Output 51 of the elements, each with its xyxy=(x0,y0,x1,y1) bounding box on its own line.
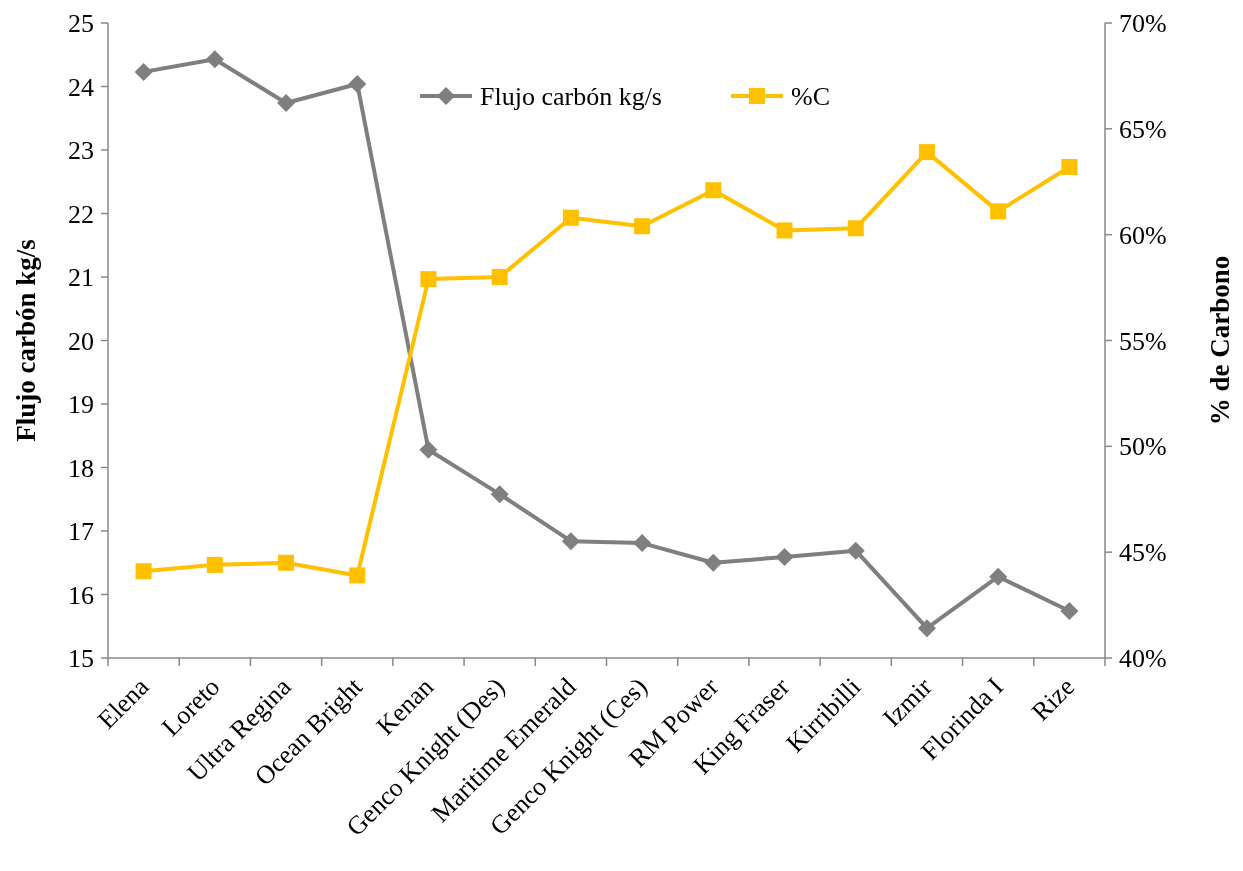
y-tick-label: 25 xyxy=(68,9,94,39)
point xyxy=(918,144,935,161)
point xyxy=(633,534,652,553)
point xyxy=(917,619,936,638)
point xyxy=(419,440,438,459)
point xyxy=(277,94,296,113)
y-tick-label: 22 xyxy=(68,199,94,229)
point xyxy=(206,556,223,573)
point xyxy=(705,182,722,199)
point xyxy=(634,218,651,235)
point xyxy=(491,269,508,285)
point xyxy=(989,567,1008,586)
x-tick-label: Rize xyxy=(1025,672,1081,727)
point xyxy=(775,548,794,567)
point xyxy=(348,74,367,93)
point xyxy=(1060,602,1079,621)
point xyxy=(349,567,366,584)
y-tick-label: 15 xyxy=(68,644,94,674)
point xyxy=(776,222,793,239)
point xyxy=(135,563,152,580)
y-tick-label: 21 xyxy=(68,263,94,293)
point xyxy=(1061,158,1078,175)
point xyxy=(847,220,864,237)
point xyxy=(846,541,865,560)
y2-tick-label: 40% xyxy=(1119,644,1167,674)
point xyxy=(990,203,1007,220)
y2-axis-title: % de Carbono xyxy=(1205,255,1235,426)
y-axis-title: Flujo carbón kg/s xyxy=(11,239,41,442)
y2-tick-label: 60% xyxy=(1119,220,1167,250)
point xyxy=(205,50,224,69)
legend-label: Flujo carbón kg/s xyxy=(480,82,662,112)
y2-tick-label: 55% xyxy=(1119,326,1167,356)
point xyxy=(134,62,153,81)
point xyxy=(561,532,580,551)
point xyxy=(562,209,579,226)
y2-tick-label: 65% xyxy=(1119,114,1167,144)
point xyxy=(704,553,723,572)
y-tick-label: 20 xyxy=(68,326,94,356)
y2-tick-label: 70% xyxy=(1119,9,1167,39)
y-tick-label: 17 xyxy=(68,517,94,547)
y-tick-label: 18 xyxy=(68,453,94,483)
point xyxy=(420,271,437,288)
legend-label: %C xyxy=(791,82,830,112)
y-tick-label: 23 xyxy=(68,136,94,166)
y2-tick-label: 50% xyxy=(1119,432,1167,462)
point xyxy=(278,554,295,571)
y-tick-label: 16 xyxy=(68,580,94,610)
point xyxy=(490,485,509,504)
y-tick-label: 24 xyxy=(68,72,94,102)
y2-tick-label: 45% xyxy=(1119,538,1167,568)
y-tick-label: 19 xyxy=(68,390,94,420)
